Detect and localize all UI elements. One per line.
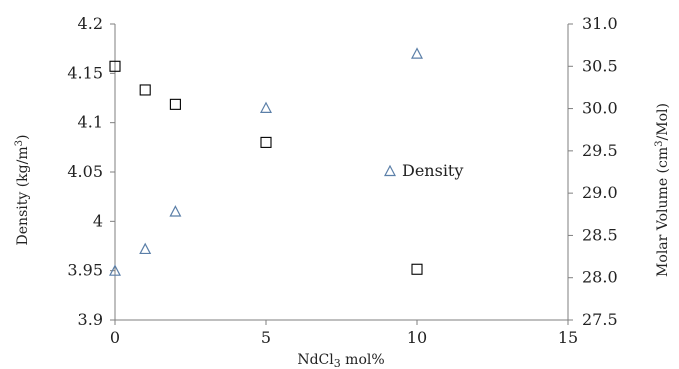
x-tick-label: 10 xyxy=(407,328,427,347)
left-y-tick-label: 4.1 xyxy=(78,113,103,132)
density-point xyxy=(169,205,182,217)
density-point xyxy=(109,264,121,276)
legend-density-label: Density xyxy=(402,161,463,180)
x-axis-title: NdCl3 mol% xyxy=(297,352,384,369)
left-y-tick-label: 4.05 xyxy=(67,162,103,181)
tick-labels: 0 5 10 15 3.9 3.95 4 4.05 4.1 4.15 4.2 27.5 28.0 28.5… xyxy=(67,14,617,347)
right-y-axis-title-sup: 3 xyxy=(654,140,665,146)
left-y-axis-title-main: Density (kg/m xyxy=(15,146,31,245)
left-y-tick-label: 3.95 xyxy=(67,261,103,280)
molar-volume-point xyxy=(139,84,151,96)
left-y-tick-label: 4 xyxy=(93,211,103,230)
left-y-axis-title: Density (kg/m3) xyxy=(14,135,31,246)
left-y-axis-title-sup: 3 xyxy=(14,140,25,146)
right-y-axis-title-tail: /Mol) xyxy=(655,103,671,140)
right-y-tick-label: 29.5 xyxy=(582,141,618,160)
tick-marks xyxy=(110,23,573,325)
data-points xyxy=(109,47,423,276)
molar-volume-point xyxy=(169,98,181,110)
right-y-tick-label: 30.5 xyxy=(582,56,618,75)
density-point xyxy=(139,242,152,255)
x-axis-title-main: NdCl xyxy=(297,352,334,368)
legend: Density xyxy=(384,161,463,180)
density-point xyxy=(260,101,272,113)
x-tick-label: 5 xyxy=(261,328,271,347)
x-axis-title-sub: 3 xyxy=(334,357,341,369)
left-y-tick-label: 3.9 xyxy=(78,310,103,329)
left-y-tick-label: 4.2 xyxy=(78,14,103,33)
density-point xyxy=(411,47,423,59)
x-tick-label: 15 xyxy=(558,328,578,347)
right-y-axis-title-main: Molar Volume (cm xyxy=(655,147,671,277)
right-y-tick-label: 28.0 xyxy=(582,268,618,287)
molar-volume-point xyxy=(411,263,423,275)
right-y-axis-title: Molar Volume (cm3/Mol) xyxy=(654,103,671,277)
right-y-tick-label: 30.0 xyxy=(582,99,618,118)
x-tick-label: 0 xyxy=(110,328,120,347)
molar-volume-point xyxy=(260,136,272,148)
right-y-tick-label: 28.5 xyxy=(582,225,618,244)
legend-density-marker xyxy=(384,164,396,177)
right-y-tick-label: 31.0 xyxy=(582,14,618,33)
molar-volume-point xyxy=(109,60,121,72)
right-y-tick-label: 29.0 xyxy=(582,183,618,202)
right-y-tick-label: 27.5 xyxy=(582,310,618,329)
x-axis-title-tail: mol% xyxy=(341,352,385,368)
left-y-tick-label: 4.15 xyxy=(67,63,103,82)
left-y-axis-title-tail: ) xyxy=(15,135,31,140)
